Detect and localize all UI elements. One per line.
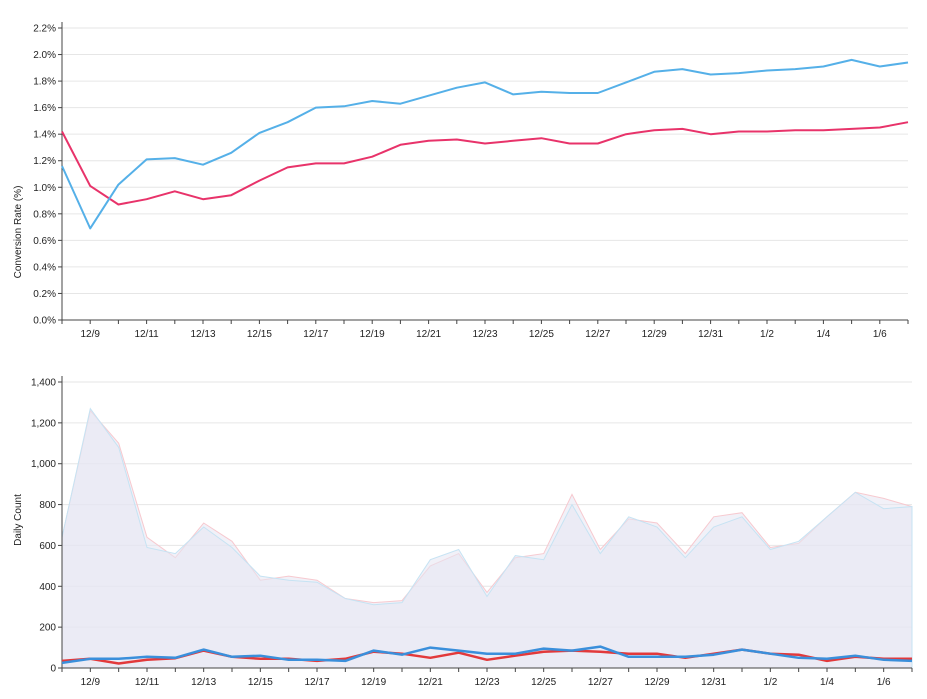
c1-series-lines (61, 58, 909, 230)
line-series-3 (61, 645, 913, 665)
x-tick-label: 12/31 (698, 329, 723, 340)
y-tick-label: 1.8% (33, 77, 56, 88)
c2-x-tick-labels: 12/9 12/11 12/13 12/15 12/17 12/19 12/21 12/23 1… (61, 668, 913, 688)
x-tick-label: 12/17 (303, 329, 328, 340)
x-tick-label: 12/13 (190, 329, 215, 340)
x-tick-label: 12/11 (135, 677, 160, 688)
y-tick-label: 1.4% (33, 130, 56, 141)
y-tick-label: 600 (39, 541, 56, 552)
c2-areas (61, 407, 913, 669)
x-tick-label: 12/27 (588, 677, 613, 688)
y-tick-label: 1,400 (31, 378, 56, 389)
y-tick-label: 0.0% (33, 316, 56, 327)
c1-x-tick-labels: 12/9 12/11 12/13 12/15 12/17 12/19 12/21 12/23 1… (61, 320, 909, 340)
x-tick-label: 1/2 (760, 329, 774, 340)
y-tick-label: 200 (39, 623, 56, 634)
c1-gridlines (62, 27, 908, 294)
x-tick-label: 12/31 (701, 677, 726, 688)
y-tick-label: 0.4% (33, 262, 56, 273)
x-tick-label: 12/27 (585, 329, 610, 340)
y-tick-label: 1.6% (33, 103, 56, 114)
y-tick-label: 1,000 (31, 459, 56, 470)
x-tick-label: 12/29 (642, 329, 667, 340)
y-tick-label: 0 (50, 664, 56, 675)
x-tick-label: 12/17 (304, 677, 329, 688)
y-tick-label: 1.0% (33, 183, 56, 194)
x-tick-label: 12/23 (474, 677, 499, 688)
x-tick-label: 12/29 (644, 677, 669, 688)
c2-series-lines (61, 645, 913, 665)
y-tick-label: 0.2% (33, 289, 56, 300)
y-tick-label: 0.6% (33, 236, 56, 247)
x-tick-label: 12/21 (418, 677, 443, 688)
y-tick-label: 800 (39, 500, 56, 511)
area-series-1 (61, 407, 913, 669)
y-tick-label: 2.0% (33, 50, 56, 61)
y-tick-label: 0.8% (33, 209, 56, 220)
x-tick-label: 12/23 (472, 329, 497, 340)
c2-y-tick-labels: 0 200 400 600 800 1,000 1,200 1,400 (31, 378, 62, 675)
x-tick-label: 12/25 (529, 329, 554, 340)
x-tick-label: 12/9 (80, 329, 100, 340)
line-series-1 (61, 58, 909, 230)
x-tick-label: 12/13 (191, 677, 216, 688)
x-tick-label: 1/4 (816, 329, 830, 340)
y-tick-label: 2.2% (33, 24, 56, 35)
x-tick-label: 12/15 (248, 677, 273, 688)
x-tick-label: 1/6 (877, 677, 891, 688)
x-tick-label: 12/19 (361, 677, 386, 688)
x-tick-label: 1/2 (763, 677, 777, 688)
x-tick-label: 12/9 (81, 677, 101, 688)
conversion-rate-chart: 0.0% 0.2% 0.4% 0.6% 0.8% 1.0% 1.2% 1.4% 1.6% 1.8%… (13, 22, 909, 340)
line-series-0 (61, 121, 909, 206)
y-tick-label: 1.2% (33, 156, 56, 167)
c1-y-tick-labels: 0.0% 0.2% 0.4% 0.6% 0.8% 1.0% 1.2% 1.4% 1.6% 1.8%… (33, 24, 62, 327)
x-tick-label: 12/15 (247, 329, 272, 340)
x-tick-label: 1/4 (820, 677, 834, 688)
x-tick-label: 1/6 (873, 329, 887, 340)
x-tick-label: 12/21 (416, 329, 441, 340)
c1-y-axis-label: Conversion Rate (%) (13, 186, 24, 279)
y-tick-label: 1,200 (31, 418, 56, 429)
c1-axes (61, 22, 908, 321)
y-tick-label: 400 (39, 582, 56, 593)
c2-y-axis-label: Daily Count (13, 494, 24, 546)
x-tick-label: 12/25 (531, 677, 556, 688)
x-tick-label: 12/11 (134, 329, 159, 340)
x-tick-label: 12/19 (360, 329, 385, 340)
